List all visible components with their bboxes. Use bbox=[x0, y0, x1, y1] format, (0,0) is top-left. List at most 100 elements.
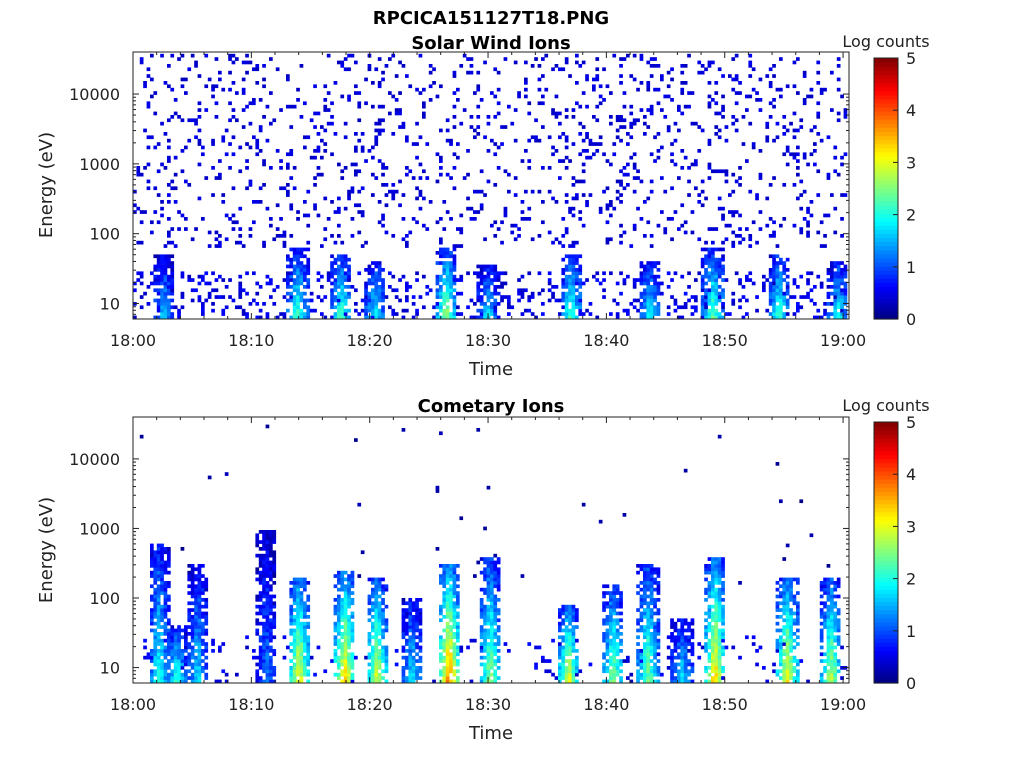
heatmap-cell bbox=[153, 567, 158, 572]
heatmap-cell bbox=[643, 649, 647, 653]
heatmap-cell bbox=[714, 285, 719, 289]
colorbar-segment bbox=[874, 306, 898, 312]
heatmap-cell bbox=[615, 652, 620, 657]
heatmap-cell bbox=[490, 302, 494, 306]
heatmap-cell bbox=[622, 172, 627, 177]
heatmap-cell bbox=[272, 288, 277, 293]
heatmap-cell bbox=[605, 659, 610, 663]
heatmap-cell bbox=[649, 570, 654, 575]
heatmap-cell bbox=[486, 274, 491, 279]
heatmap-cell bbox=[265, 666, 270, 670]
heatmap-cell bbox=[218, 645, 222, 650]
heatmap-cell bbox=[377, 200, 382, 204]
heatmap-cell bbox=[694, 159, 698, 163]
heatmap-cell bbox=[782, 312, 787, 316]
heatmap-cell bbox=[612, 604, 617, 609]
heatmap-cell bbox=[258, 98, 263, 102]
heatmap-cell bbox=[255, 281, 260, 286]
heatmap-cell bbox=[486, 570, 491, 575]
heatmap-cell bbox=[425, 291, 430, 296]
heatmap-cell bbox=[262, 642, 266, 646]
heatmap-cell bbox=[558, 159, 562, 163]
heatmap-cell bbox=[609, 672, 613, 677]
heatmap-cell bbox=[156, 655, 161, 660]
heatmap-cell bbox=[439, 669, 443, 674]
heatmap-cell bbox=[303, 213, 307, 218]
heatmap-cell bbox=[690, 210, 695, 214]
heatmap-cell bbox=[303, 666, 307, 670]
heatmap-cell bbox=[772, 220, 776, 225]
heatmap-cell bbox=[612, 587, 617, 592]
heatmap-cell bbox=[269, 577, 273, 582]
heatmap-cell bbox=[241, 91, 246, 95]
heatmap-cell bbox=[649, 567, 654, 572]
heatmap-cell bbox=[211, 87, 215, 92]
heatmap-cell bbox=[704, 271, 708, 276]
heatmap-cell bbox=[554, 149, 559, 153]
heatmap-cell bbox=[789, 121, 793, 126]
heatmap-cell bbox=[564, 278, 569, 282]
heatmap-cell bbox=[598, 101, 603, 106]
heatmap-cell bbox=[575, 271, 579, 276]
heatmap-cell bbox=[415, 672, 419, 677]
heatmap-cell bbox=[833, 281, 838, 286]
heatmap-cell bbox=[711, 315, 715, 320]
heatmap-cell bbox=[360, 244, 365, 248]
heatmap-cell bbox=[571, 213, 576, 218]
heatmap-cell bbox=[367, 298, 372, 303]
heatmap-cell bbox=[632, 223, 637, 228]
heatmap-cell bbox=[799, 295, 804, 299]
heatmap-cell bbox=[292, 655, 297, 660]
heatmap-cell bbox=[575, 672, 579, 677]
heatmap-cell bbox=[473, 271, 477, 276]
heatmap-cell bbox=[153, 574, 158, 578]
heatmap-cell bbox=[337, 291, 341, 296]
heatmap-cell bbox=[840, 308, 844, 313]
heatmap-cell bbox=[697, 271, 702, 276]
heatmap-cell bbox=[653, 159, 657, 163]
heatmap-cell bbox=[571, 254, 576, 259]
heatmap-cell bbox=[156, 560, 161, 565]
heatmap-cell bbox=[714, 227, 719, 231]
heatmap-cell bbox=[374, 285, 379, 289]
heatmap-cell bbox=[350, 662, 355, 667]
heatmap-cell bbox=[496, 285, 501, 289]
heatmap-cell bbox=[843, 268, 848, 272]
heatmap-cell bbox=[279, 312, 283, 316]
heatmap-cell bbox=[337, 298, 341, 303]
heatmap-cell bbox=[571, 115, 576, 119]
heatmap-cell bbox=[561, 655, 566, 660]
heatmap-cell bbox=[296, 210, 300, 214]
heatmap-cell bbox=[333, 584, 338, 589]
heatmap-cell bbox=[575, 625, 579, 629]
colorbar-tick-label: 4 bbox=[906, 101, 916, 120]
heatmap-cell bbox=[306, 659, 311, 663]
heatmap-cell bbox=[469, 70, 474, 75]
heatmap-cell bbox=[700, 128, 705, 133]
heatmap-cell bbox=[201, 628, 205, 633]
heatmap-cell bbox=[187, 662, 192, 667]
heatmap-cell bbox=[418, 53, 423, 58]
heatmap-cell bbox=[221, 308, 226, 313]
heatmap-cell bbox=[170, 179, 175, 184]
heatmap-cell bbox=[646, 594, 651, 599]
heatmap-cell bbox=[646, 278, 651, 282]
heatmap-cell bbox=[782, 115, 787, 119]
heatmap-cell bbox=[405, 632, 409, 636]
heatmap-cell bbox=[258, 530, 263, 534]
heatmap-cell bbox=[656, 268, 661, 272]
heatmap-cell bbox=[833, 295, 838, 299]
heatmap-cell bbox=[160, 315, 164, 320]
heatmap-cell bbox=[357, 312, 362, 316]
heatmap-cell bbox=[772, 74, 776, 78]
heatmap-cell bbox=[190, 584, 195, 589]
heatmap-cell bbox=[292, 295, 297, 299]
heatmap-cell bbox=[167, 672, 171, 677]
heatmap-cell bbox=[377, 274, 382, 279]
heatmap-cell bbox=[435, 278, 440, 282]
heatmap-cell bbox=[286, 281, 290, 286]
heatmap-cell bbox=[717, 295, 722, 299]
heatmap-cell bbox=[602, 594, 606, 599]
heatmap-cell bbox=[571, 608, 576, 612]
heatmap-cell bbox=[697, 125, 702, 129]
